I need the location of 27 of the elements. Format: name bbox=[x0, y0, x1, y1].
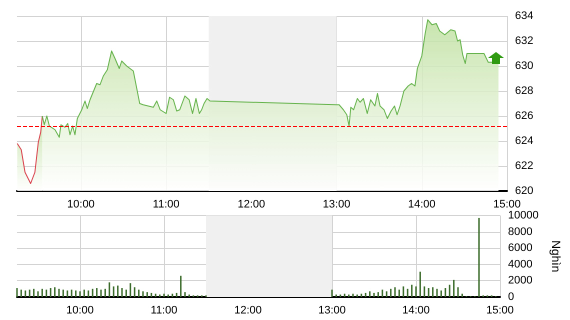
x-tick-label: 13:00 bbox=[322, 198, 350, 210]
y-tick-label: 10000 bbox=[508, 210, 539, 222]
y-tick-label: 632 bbox=[515, 35, 534, 47]
y-tick-label: 6000 bbox=[508, 242, 532, 254]
y-tick-label: 634 bbox=[515, 10, 534, 22]
y-tick-label: 2000 bbox=[508, 274, 532, 287]
x-tick-label: 12:00 bbox=[234, 304, 262, 316]
x-tick-label: 10:00 bbox=[66, 304, 94, 316]
x-tick-label: 11:00 bbox=[150, 304, 178, 316]
x-tick-label: 14:00 bbox=[408, 198, 436, 210]
x-tick-label: 15:00 bbox=[486, 304, 514, 316]
x-tick-label: 14:00 bbox=[402, 304, 430, 316]
y-tick-label: 8000 bbox=[508, 226, 532, 238]
y-tick-label: 0 bbox=[508, 291, 514, 303]
y-tick-label: 624 bbox=[515, 135, 534, 147]
y-tick-label: 628 bbox=[515, 85, 534, 97]
y-tick-label: 4000 bbox=[508, 258, 532, 270]
x-tick-label: 13:00 bbox=[318, 304, 346, 316]
y-tick-label: 620 bbox=[515, 185, 534, 197]
x-tick-label: 15:00 bbox=[493, 198, 521, 210]
x-tick-label: 12:00 bbox=[238, 198, 266, 210]
y-tick-label: 626 bbox=[515, 110, 534, 122]
y2-axis-title: Nghìn bbox=[549, 240, 563, 272]
y-tick-label: 622 bbox=[515, 160, 534, 172]
x-tick-label: 10:00 bbox=[67, 198, 95, 210]
y-tick-label: 630 bbox=[515, 60, 534, 72]
x-tick-label: 11:00 bbox=[152, 198, 180, 210]
